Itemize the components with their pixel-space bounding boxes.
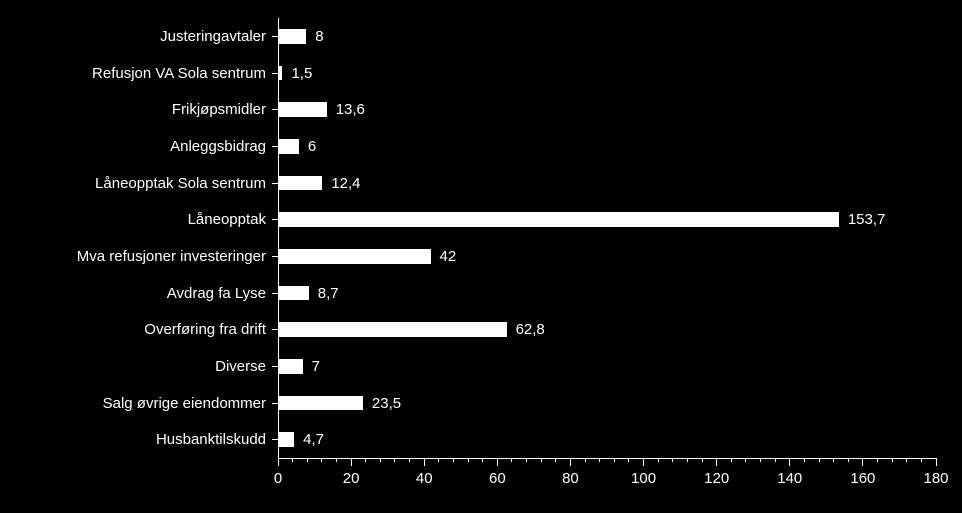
x-minor-tick	[482, 458, 483, 462]
value-label: 12,4	[331, 175, 360, 192]
x-major-tick	[936, 458, 937, 466]
y-category-label: Mva refusjoner investeringer	[77, 248, 266, 265]
value-label: 42	[440, 248, 457, 265]
x-minor-tick	[628, 458, 629, 462]
x-tick-label: 60	[489, 470, 506, 487]
x-minor-tick	[307, 458, 308, 462]
bar	[278, 395, 364, 412]
x-tick-label: 80	[562, 470, 579, 487]
x-minor-tick	[892, 458, 893, 462]
value-label: 8	[315, 28, 323, 45]
value-label: 4,7	[303, 431, 324, 448]
y-category-label: Refusjon VA Sola sentrum	[92, 65, 266, 82]
y-category-label: Diverse	[215, 358, 266, 375]
x-minor-tick	[804, 458, 805, 462]
x-minor-tick	[687, 458, 688, 462]
bar	[278, 321, 508, 338]
x-major-tick	[716, 458, 717, 466]
bar	[278, 211, 840, 228]
x-minor-tick	[731, 458, 732, 462]
x-minor-tick	[365, 458, 366, 462]
x-minor-tick	[921, 458, 922, 462]
x-major-tick	[862, 458, 863, 466]
value-label: 7	[312, 358, 320, 375]
x-major-tick	[789, 458, 790, 466]
x-minor-tick	[292, 458, 293, 462]
x-major-tick	[424, 458, 425, 466]
x-minor-tick	[336, 458, 337, 462]
x-minor-tick	[877, 458, 878, 462]
bar	[278, 28, 307, 45]
x-minor-tick	[614, 458, 615, 462]
value-label: 13,6	[336, 101, 365, 118]
value-label: 153,7	[848, 211, 886, 228]
x-major-tick	[570, 458, 571, 466]
x-minor-tick	[833, 458, 834, 462]
x-major-tick	[643, 458, 644, 466]
x-minor-tick	[394, 458, 395, 462]
y-category-label: Overføring fra drift	[144, 321, 266, 338]
value-label: 23,5	[372, 395, 401, 412]
bar	[278, 358, 304, 375]
y-category-label: Husbanktilskudd	[156, 431, 266, 448]
x-minor-tick	[658, 458, 659, 462]
plot-area	[278, 18, 936, 458]
x-minor-tick	[380, 458, 381, 462]
x-minor-tick	[541, 458, 542, 462]
x-axis-line	[278, 458, 936, 459]
x-tick-label: 100	[631, 470, 656, 487]
y-category-label: Låneopptak Sola sentrum	[95, 175, 266, 192]
x-tick-label: 20	[343, 470, 360, 487]
value-label: 6	[308, 138, 316, 155]
x-tick-label: 120	[704, 470, 729, 487]
x-minor-tick	[453, 458, 454, 462]
value-label: 1,5	[291, 65, 312, 82]
x-minor-tick	[438, 458, 439, 462]
y-category-label: Låneopptak	[188, 211, 266, 228]
value-label: 8,7	[318, 285, 339, 302]
bar	[278, 431, 295, 448]
x-minor-tick	[468, 458, 469, 462]
y-category-label: Anleggsbidrag	[170, 138, 266, 155]
x-minor-tick	[409, 458, 410, 462]
x-tick-label: 140	[777, 470, 802, 487]
x-minor-tick	[599, 458, 600, 462]
bar	[278, 175, 323, 192]
x-minor-tick	[775, 458, 776, 462]
x-minor-tick	[848, 458, 849, 462]
x-minor-tick	[745, 458, 746, 462]
x-minor-tick	[321, 458, 322, 462]
x-minor-tick	[511, 458, 512, 462]
x-minor-tick	[672, 458, 673, 462]
x-minor-tick	[702, 458, 703, 462]
x-tick-label: 0	[274, 470, 282, 487]
bar	[278, 248, 432, 265]
value-label: 62,8	[516, 321, 545, 338]
x-major-tick	[351, 458, 352, 466]
x-minor-tick	[585, 458, 586, 462]
x-tick-label: 180	[923, 470, 948, 487]
x-minor-tick	[906, 458, 907, 462]
y-category-label: Salg øvrige eiendommer	[103, 395, 266, 412]
x-tick-label: 160	[850, 470, 875, 487]
y-axis-line	[278, 18, 279, 458]
bar	[278, 138, 300, 155]
x-tick-label: 40	[416, 470, 433, 487]
x-major-tick	[497, 458, 498, 466]
bar	[278, 101, 328, 118]
bar	[278, 285, 310, 302]
x-minor-tick	[760, 458, 761, 462]
y-category-label: Frikjøpsmidler	[172, 101, 266, 118]
x-minor-tick	[819, 458, 820, 462]
y-category-label: Justeringavtaler	[160, 28, 266, 45]
x-major-tick	[278, 458, 279, 466]
x-minor-tick	[526, 458, 527, 462]
x-minor-tick	[555, 458, 556, 462]
y-category-label: Avdrag fa Lyse	[167, 285, 266, 302]
